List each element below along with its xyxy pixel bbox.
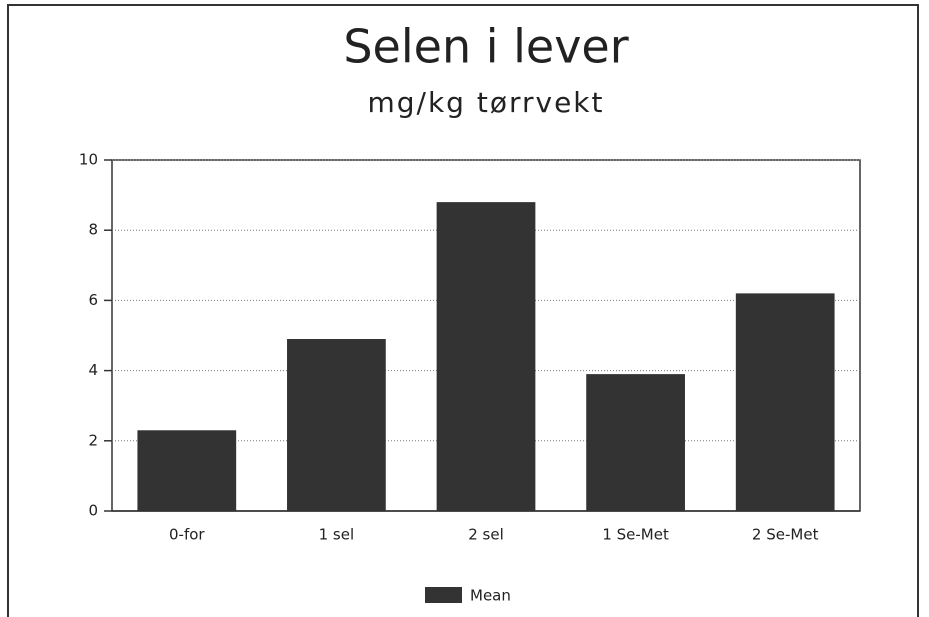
y-tick-label: 8: [88, 221, 98, 239]
y-tick-label: 10: [79, 151, 98, 169]
bar: [137, 430, 237, 511]
x-tick-label: 1 sel: [319, 526, 355, 544]
chart-title: Selen i lever: [343, 20, 628, 74]
bar: [287, 339, 386, 511]
y-tick-label: 6: [88, 291, 98, 309]
legend-label: Mean: [470, 587, 511, 605]
x-tick-label: 2 Se-Met: [752, 526, 819, 544]
y-tick-label: 0: [88, 502, 98, 520]
y-tick-label: 4: [88, 361, 98, 379]
bar: [436, 202, 536, 511]
x-tick-label: 1 Se-Met: [602, 526, 669, 544]
legend-swatch: [425, 587, 462, 603]
x-tick-label: 2 sel: [468, 526, 504, 544]
x-tick-label: 0-for: [169, 526, 205, 544]
y-tick-label: 2: [88, 431, 98, 449]
bar: [586, 374, 685, 511]
bar: [735, 293, 835, 511]
chart-subtitle: mg/kg tørrvekt: [367, 86, 604, 119]
